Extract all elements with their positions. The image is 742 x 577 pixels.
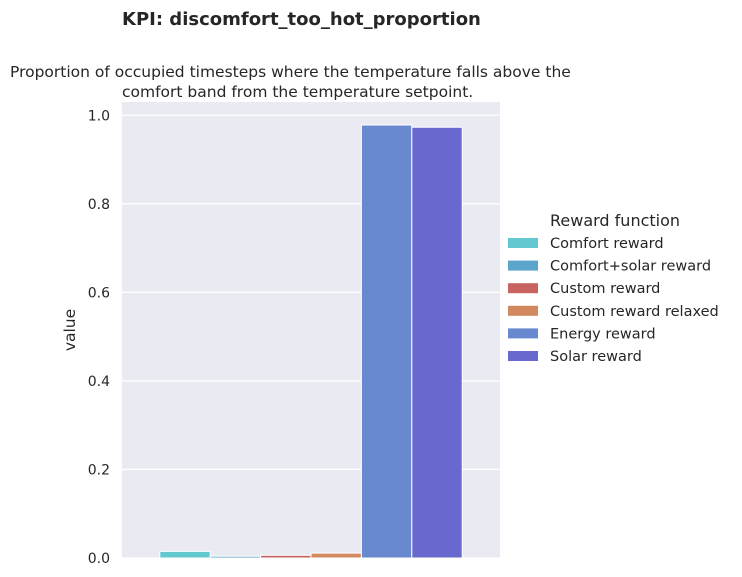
chart-title: KPI: discomfort_too_hot_proportion bbox=[122, 9, 481, 30]
bars bbox=[159, 124, 463, 559]
y-axis-ticks: 0.0 0.2 0.4 0.6 0.8 1.0 bbox=[88, 108, 110, 567]
legend-swatch bbox=[508, 328, 538, 339]
legend-swatch bbox=[508, 260, 538, 271]
chart-subtitle-line-2: comfort band from the temperature setpoi… bbox=[122, 83, 473, 101]
legend-swatch bbox=[508, 351, 538, 361]
bar bbox=[209, 555, 262, 559]
bar bbox=[310, 552, 362, 559]
y-tick-label: 0.8 bbox=[88, 197, 110, 213]
y-tick-label: 0.0 bbox=[88, 551, 110, 567]
legend-label: Energy reward bbox=[550, 326, 656, 342]
legend-label: Custom reward bbox=[550, 281, 660, 297]
legend-label: Comfort reward bbox=[550, 236, 664, 252]
legend-swatch bbox=[508, 238, 538, 248]
bar bbox=[159, 550, 211, 559]
bar bbox=[360, 124, 413, 559]
y-tick-label: 1.0 bbox=[88, 108, 110, 124]
legend: Comfort reward Comfort+solar reward Custom… bbox=[508, 236, 719, 365]
y-axis-label: value bbox=[61, 309, 79, 351]
chart-subtitle-line-1: Proportion of occupied timesteps where t… bbox=[10, 63, 571, 81]
bar bbox=[411, 126, 463, 559]
legend-title: Reward function bbox=[550, 211, 680, 230]
legend-label: Solar reward bbox=[550, 349, 642, 365]
y-tick-label: 0.6 bbox=[88, 285, 110, 301]
bar bbox=[260, 554, 312, 559]
legend-swatch bbox=[508, 283, 538, 294]
legend-label: Custom reward relaxed bbox=[550, 304, 719, 320]
legend-swatch bbox=[508, 305, 538, 316]
legend-label: Comfort+solar reward bbox=[550, 259, 711, 275]
y-tick-label: 0.2 bbox=[88, 462, 110, 478]
y-tick-label: 0.4 bbox=[88, 374, 110, 390]
